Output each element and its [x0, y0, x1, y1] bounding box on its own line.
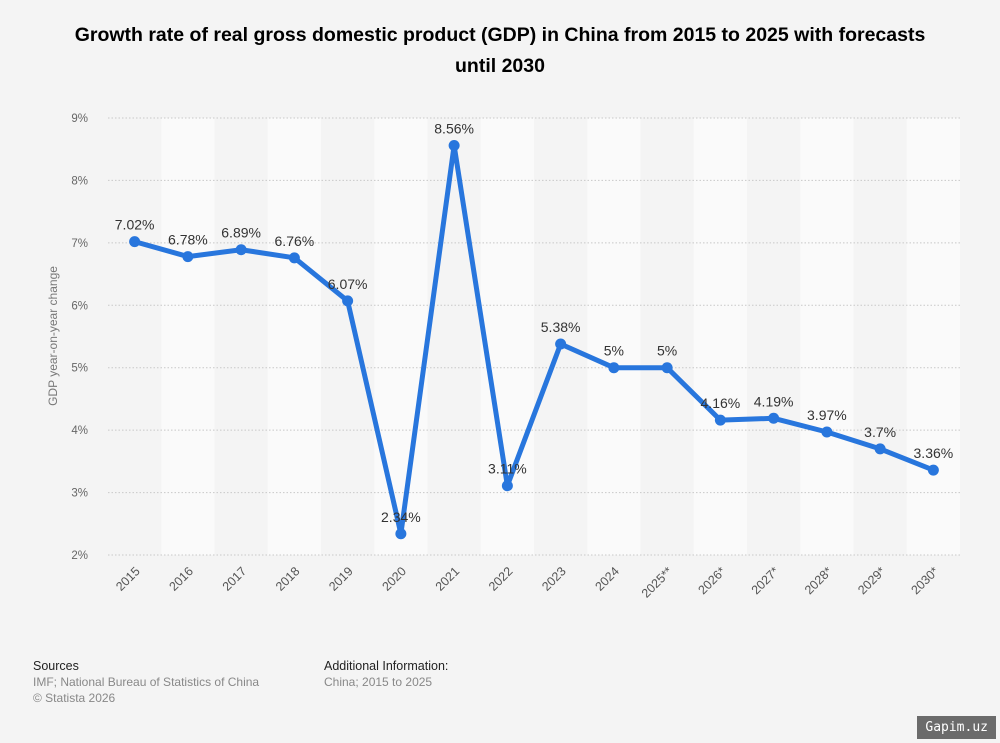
- data-point: [288, 252, 300, 264]
- column-band: [161, 118, 215, 555]
- x-tick-label: 2021: [433, 564, 463, 594]
- data-label: 2.34%: [381, 509, 421, 525]
- data-point: [235, 244, 247, 256]
- x-tick-label: 2015: [113, 564, 143, 594]
- y-tick-label: 7%: [71, 238, 88, 250]
- data-label: 4.19%: [754, 393, 794, 409]
- column-band: [267, 118, 321, 555]
- x-tick-label: 2028*: [802, 564, 835, 597]
- column-band: [800, 118, 854, 555]
- x-tick-label: 2019: [326, 564, 356, 594]
- data-point: [714, 414, 726, 426]
- data-point: [129, 236, 141, 248]
- x-tick-label: 2018: [273, 564, 303, 594]
- data-label: 3.7%: [864, 424, 896, 440]
- y-tick-label: 9%: [71, 113, 88, 125]
- data-label: 3.36%: [914, 445, 954, 461]
- data-label: 6.07%: [328, 276, 368, 292]
- x-tick-label: 2024: [592, 564, 622, 594]
- data-point: [821, 426, 833, 438]
- x-tick-label: 2022: [486, 564, 516, 594]
- sources-block: Sources IMF; National Bureau of Statisti…: [33, 658, 259, 706]
- data-label: 8.56%: [434, 120, 474, 136]
- x-tick-label: 2020: [379, 564, 409, 594]
- copyright: © Statista 2026: [33, 691, 116, 705]
- data-label: 4.16%: [701, 395, 741, 411]
- x-tick-label: 2026*: [695, 564, 728, 597]
- y-tick-label: 5%: [71, 363, 88, 375]
- x-tick-label: 2027*: [749, 564, 782, 597]
- data-point: [927, 464, 939, 476]
- y-tick-label: 4%: [71, 425, 88, 437]
- sources-line: IMF; National Bureau of Statistics of Ch…: [33, 675, 260, 689]
- additional-info-text: China; 2015 to 2025: [324, 675, 433, 689]
- y-tick-label: 2%: [71, 550, 88, 562]
- additional-info-heading: Additional Information:: [324, 659, 449, 673]
- additional-info-block: Additional Information: China; 2015 to 2…: [324, 658, 448, 690]
- data-label: 3.11%: [488, 461, 527, 477]
- chart-title: Growth rate of real gross domestic produ…: [74, 24, 926, 77]
- data-label: 6.76%: [275, 233, 315, 249]
- data-label: 5%: [657, 343, 677, 359]
- data-label: 6.89%: [221, 225, 261, 241]
- data-point: [182, 251, 194, 263]
- data-point: [501, 480, 513, 492]
- data-label: 6.78%: [168, 232, 208, 248]
- data-label: 3.97%: [807, 407, 847, 423]
- y-tick-label: 3%: [71, 488, 88, 500]
- x-tick-label: 2017: [220, 564, 250, 594]
- x-tick-label: 2030*: [908, 564, 941, 597]
- x-tick-label: 2025**: [639, 564, 676, 601]
- y-tick-label: 8%: [71, 175, 88, 187]
- data-label: 5.38%: [541, 319, 581, 335]
- x-tick-label: 2023: [539, 564, 569, 594]
- data-point: [448, 139, 460, 151]
- y-tick-label: 6%: [71, 300, 88, 312]
- x-tick-label: 2016: [166, 564, 196, 594]
- x-tick-label: 2029*: [855, 564, 888, 597]
- watermark: Gapim.uz: [917, 716, 996, 739]
- y-axis-label: GDP year-on-year change: [46, 266, 60, 406]
- data-label: 5%: [604, 343, 624, 359]
- column-band: [587, 118, 641, 555]
- column-band: [906, 118, 960, 555]
- data-point: [661, 362, 673, 374]
- data-point: [395, 528, 407, 540]
- data-point: [342, 295, 354, 307]
- data-point: [555, 338, 567, 350]
- data-label: 7.02%: [115, 217, 155, 233]
- column-band: [693, 118, 747, 555]
- data-point: [768, 412, 780, 424]
- data-point: [608, 362, 620, 374]
- data-point: [874, 443, 886, 455]
- series-line: [133, 142, 935, 537]
- column-band: [374, 118, 428, 555]
- sources-heading: Sources: [33, 659, 79, 673]
